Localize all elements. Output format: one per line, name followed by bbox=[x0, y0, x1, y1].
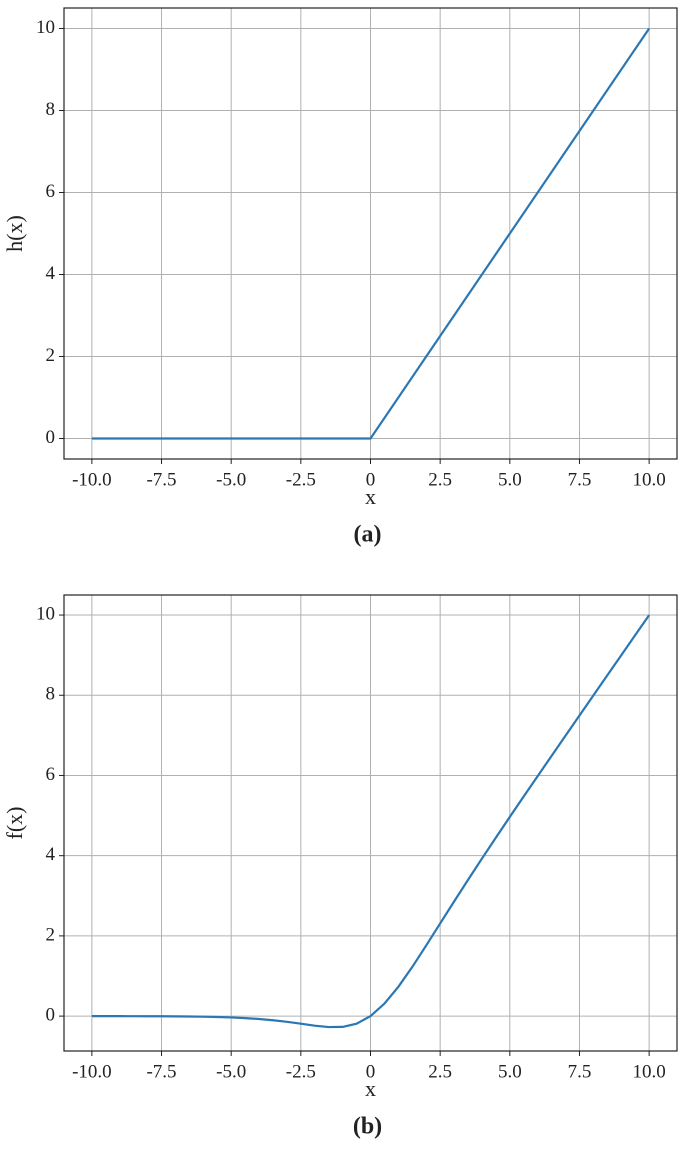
x-tick-label: 0 bbox=[366, 1061, 376, 1082]
y-tick-label: 0 bbox=[46, 427, 56, 448]
x-tick-label: 2.5 bbox=[428, 469, 452, 490]
data-line bbox=[91, 27, 651, 440]
x-tick-label: -10.0 bbox=[72, 469, 112, 490]
y-tick-label: 6 bbox=[46, 764, 56, 785]
chart: -10.0 -7.5 -5.0 -2.5 0 2.5 5.0 7.5 10.0 0 2 4 6 8 10 x f… bbox=[2, 594, 678, 1140]
data-line bbox=[91, 614, 651, 1029]
y-tick-label: 4 bbox=[46, 263, 56, 284]
plot-frame bbox=[63, 594, 678, 1052]
x-tick-label: -7.5 bbox=[146, 469, 176, 490]
caption: (a) bbox=[354, 522, 382, 548]
x-tick-label: 5.0 bbox=[498, 469, 522, 490]
x-tick-label: -5.0 bbox=[216, 1061, 246, 1082]
y-tick-label: 10 bbox=[36, 603, 55, 624]
x-tick-label: 7.5 bbox=[568, 1061, 592, 1082]
chart: -10.0 -7.5 -5.0 -2.5 0 2.5 5.0 7.5 10.0 0 2 4 6 8 10 x h… bbox=[2, 7, 678, 548]
x-tick-label: 10.0 bbox=[633, 1061, 666, 1082]
x-tick-label: -10.0 bbox=[72, 1061, 112, 1082]
x-tick-label: -2.5 bbox=[286, 469, 316, 490]
y-tick-label: 6 bbox=[46, 181, 56, 202]
y-tick-label: 2 bbox=[46, 345, 56, 366]
x-tick-label: 5.0 bbox=[498, 1061, 522, 1082]
y-tick-label: 8 bbox=[46, 99, 56, 120]
x-tick-label: 0 bbox=[366, 469, 376, 490]
y-tick-label: 2 bbox=[46, 924, 56, 945]
plot-frame bbox=[63, 7, 678, 460]
x-tick-label: -5.0 bbox=[216, 469, 246, 490]
x-tick-label: -2.5 bbox=[286, 1061, 316, 1082]
x-axis-label: x bbox=[365, 484, 376, 509]
x-tick-label: 7.5 bbox=[568, 469, 592, 490]
x-axis-label: x bbox=[365, 1076, 376, 1101]
y-tick-label: 10 bbox=[36, 17, 55, 38]
y-tick-label: 8 bbox=[46, 684, 56, 705]
y-tick-label: 0 bbox=[46, 1004, 56, 1025]
y-tick-label: 4 bbox=[46, 844, 56, 865]
x-tick-label: 2.5 bbox=[428, 1061, 452, 1082]
y-axis-label: f(x) bbox=[2, 807, 27, 840]
x-tick-label: 10.0 bbox=[633, 469, 666, 490]
caption: (b) bbox=[353, 1114, 382, 1140]
x-tick-label: -7.5 bbox=[146, 1061, 176, 1082]
y-axis-label: h(x) bbox=[2, 215, 27, 252]
